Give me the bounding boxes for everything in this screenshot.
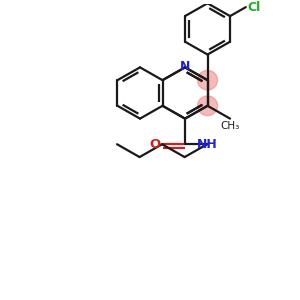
- Text: Cl: Cl: [248, 1, 261, 13]
- Text: CH₃: CH₃: [220, 121, 240, 130]
- Circle shape: [197, 96, 218, 116]
- Text: NH: NH: [197, 138, 218, 151]
- Text: N: N: [180, 60, 190, 73]
- Circle shape: [197, 70, 218, 90]
- Text: O: O: [150, 138, 161, 151]
